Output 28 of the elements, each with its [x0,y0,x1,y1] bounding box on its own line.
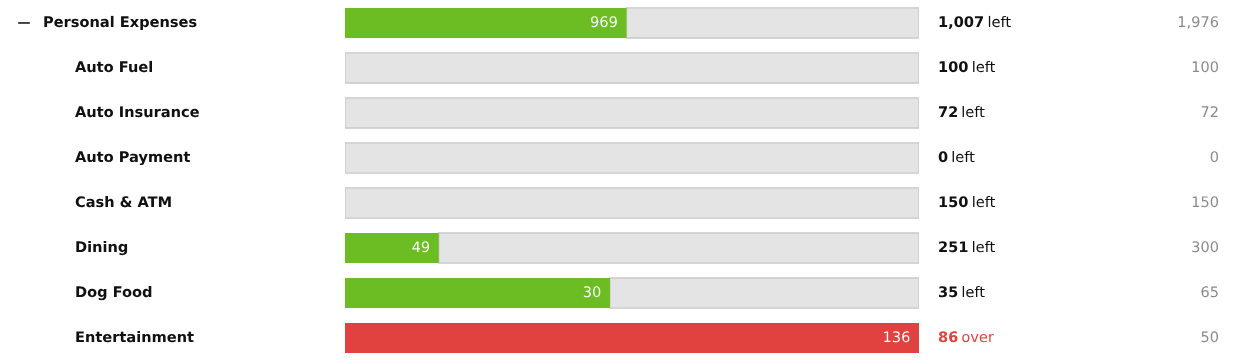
category-label: Auto Insurance [75,106,199,118]
data-label: 50 [1201,331,1219,343]
category-label: Dog Food [76,285,152,301]
data-label: 1,976 [1178,16,1219,29]
category-label: Auto Fuel [75,60,153,73]
category-label: Personal Expenses [44,15,197,31]
data-label: 300 [1192,241,1219,253]
data-label: 72 [1201,106,1218,118]
category-label: Auto Payment [75,151,191,166]
data-label: 969 [590,16,617,28]
data-label: 49 [412,241,430,253]
data-label: 251 left [939,240,995,253]
category-label: Dining [76,240,128,256]
data-label: 30 [583,286,601,298]
data-label: 136 [884,331,910,343]
data-label: 150 [1192,196,1219,208]
category-label: Cash & ATM [75,195,171,208]
data-label: 100 [1192,61,1219,73]
data-label: 150 left [939,195,996,208]
data-label: 0 left [938,150,975,163]
category-label: Entertainment [76,330,194,343]
data-label: 72 left [938,105,985,118]
data-label: 1,007 left [939,15,1011,30]
data-label: 100 left [939,60,996,73]
data-label: 86 over [938,331,994,343]
data-label: 35 left [938,285,985,298]
data-label: 65 [1201,286,1218,298]
data-label: 0 [1210,151,1219,163]
